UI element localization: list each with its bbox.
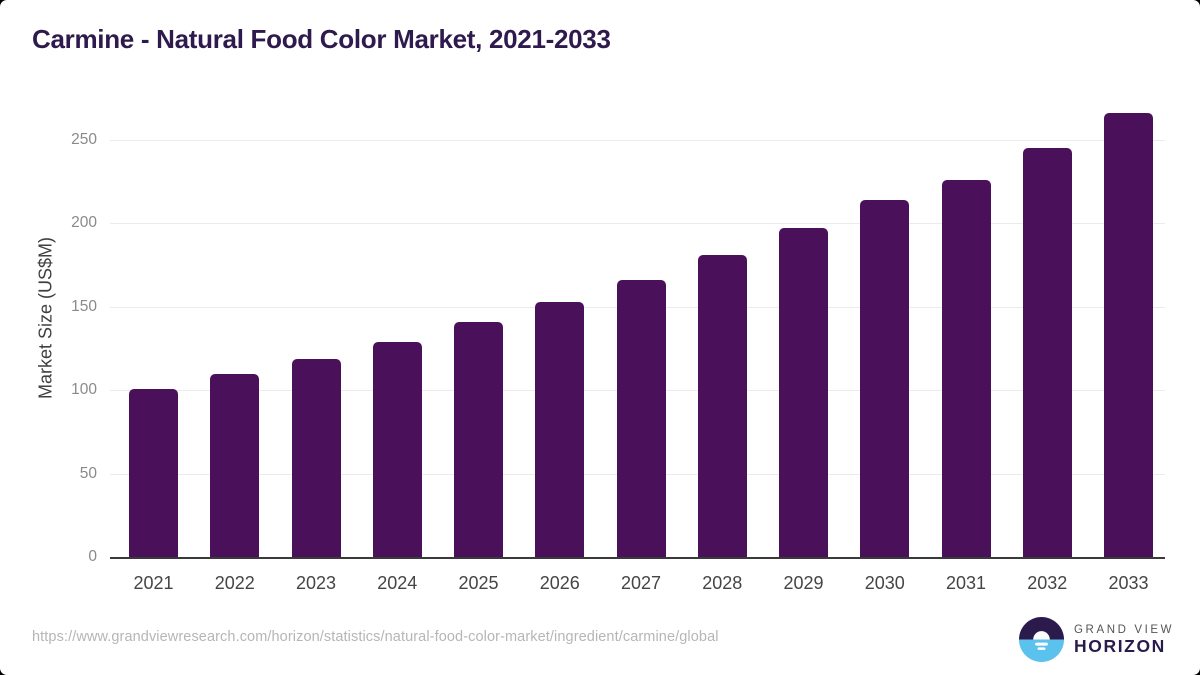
bar-column-2032: 2032 (1022, 148, 1072, 593)
bars-container: 2021 2022 2023 2024 2025 2026 2027 2028 2029 2030… (110, 113, 1165, 593)
y-tick-50: 50 (79, 464, 97, 482)
logo-brand-bottom: HORIZON (1074, 636, 1166, 656)
bar-2031[interactable] (941, 180, 991, 557)
bar-column-2026: 2026 (535, 301, 585, 593)
x-tick-2024: 2024 (377, 573, 418, 593)
grand-view-horizon-logo: GRAND VIEW HORIZON (1018, 616, 1174, 663)
bar-2027[interactable] (616, 280, 666, 557)
bar-2022[interactable] (210, 373, 260, 557)
x-tick-2027: 2027 (620, 573, 662, 593)
x-axis-line (110, 557, 1165, 559)
x-tick-2032: 2032 (1027, 573, 1068, 593)
bar-column-2024: 2024 (372, 341, 422, 593)
x-tick-2026: 2026 (539, 573, 580, 593)
horizon-sun-icon (1018, 616, 1065, 663)
y-tick-0: 0 (88, 548, 97, 565)
x-tick-2031: 2031 (945, 573, 987, 593)
x-tick-2021: 2021 (133, 573, 174, 593)
bar-column-2027: 2027 (616, 280, 666, 593)
x-tick-2022: 2022 (214, 573, 255, 593)
bar-2030[interactable] (860, 200, 910, 557)
y-tick-100: 100 (71, 381, 97, 399)
bar-2024[interactable] (372, 341, 422, 557)
bar-column-2033: 2033 (1104, 113, 1153, 593)
bar-2025[interactable] (454, 321, 503, 557)
bar-column-2029: 2029 (779, 228, 828, 593)
bar-column-2023: 2023 (291, 358, 341, 593)
x-tick-2025: 2025 (458, 573, 499, 593)
bar-2023[interactable] (291, 358, 341, 557)
bar-column-2025: 2025 (454, 321, 503, 593)
bar-column-2031: 2031 (941, 180, 991, 593)
bar-2026[interactable] (535, 301, 585, 557)
gridline-250 (110, 140, 1165, 141)
y-tick-150: 150 (71, 297, 97, 315)
gridline-200 (110, 223, 1165, 225)
y-tick-250: 250 (71, 131, 97, 148)
bar-column-2030: 2030 (860, 200, 910, 593)
logo-brand-top: GRAND VIEW (1074, 624, 1175, 636)
y-tick-200: 200 (71, 214, 97, 232)
bar-2021[interactable] (129, 388, 178, 557)
bar-2028[interactable] (697, 255, 747, 557)
x-tick-2028: 2028 (702, 573, 743, 593)
x-tick-2029: 2029 (783, 573, 824, 593)
source-url: https://www.grandviewresearch.com/horizo… (32, 629, 719, 645)
logo-text: GRAND VIEW HORIZON (1074, 623, 1174, 656)
bar-column-2028: 2028 (697, 255, 747, 593)
x-tick-2023: 2023 (295, 573, 337, 593)
bar-2029[interactable] (779, 228, 828, 557)
chart-title: Carmine - Natural Food Color Market, 202… (32, 24, 611, 54)
x-tick-2033: 2033 (1108, 573, 1149, 593)
x-tick-2030: 2030 (864, 573, 905, 593)
bar-2032[interactable] (1022, 148, 1072, 557)
bar-2033[interactable] (1104, 113, 1153, 557)
bar-column-2022: 2022 (210, 373, 260, 593)
bar-column-2021: 2021 (129, 388, 178, 593)
